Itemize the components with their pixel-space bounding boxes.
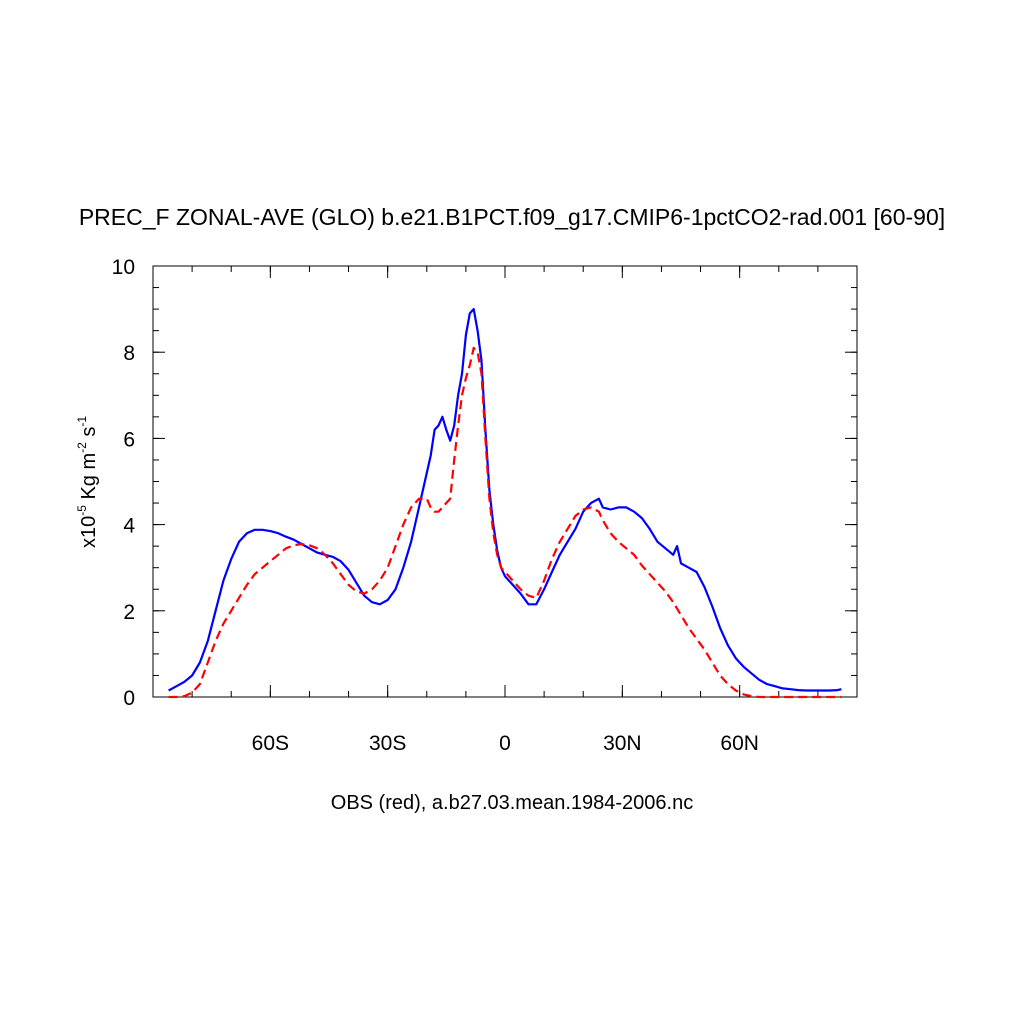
chart-title: PREC_F ZONAL-AVE (GLO) b.e21.B1PCT.f09_g… — [78, 204, 946, 230]
x-tick-label: 60N — [720, 732, 759, 755]
y-tick-label: 6 — [123, 428, 135, 451]
y-tick-label: 4 — [123, 515, 135, 538]
y-tick-label: 8 — [123, 342, 135, 365]
series-line-blue-solid — [168, 308, 842, 692]
plot-area: 60S 30S 0 30N 60N 0 2 4 6 8 10 — [112, 256, 858, 755]
x-tick-label: 30S — [369, 732, 406, 755]
x-tick-label: 0 — [499, 732, 511, 755]
series-line-red-dashed — [168, 346, 842, 699]
y-tick-label: 0 — [123, 687, 135, 710]
x-tick-label: 60S — [252, 732, 289, 755]
plot-frame — [152, 265, 858, 698]
x-axis-label: OBS (red), a.b27.03.mean.1984-2006.nc — [330, 792, 694, 814]
y-tick-label: 2 — [123, 601, 135, 624]
x-tick-label: 30N — [603, 732, 642, 755]
y-tick-label: 10 — [112, 256, 135, 279]
